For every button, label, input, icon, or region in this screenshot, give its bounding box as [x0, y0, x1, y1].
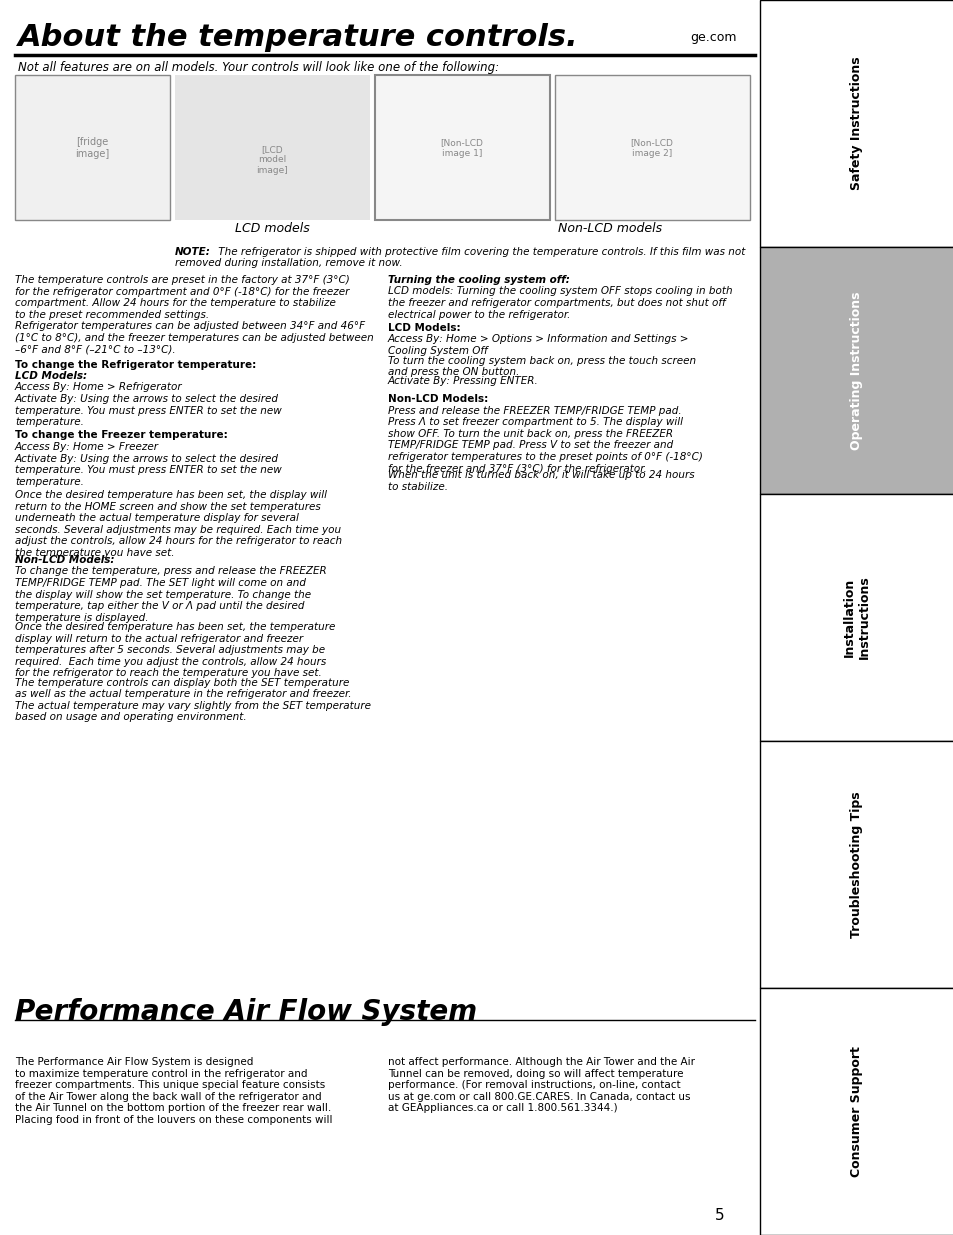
- Bar: [760, 741, 953, 988]
- Text: ge.com: ge.com: [689, 32, 736, 44]
- Text: The refrigerator is shipped with protective film covering the temperature contro: The refrigerator is shipped with protect…: [214, 247, 744, 257]
- Text: LCD Models:: LCD Models:: [388, 324, 460, 333]
- Text: LCD Models:: LCD Models:: [15, 370, 87, 382]
- Bar: [760, 247, 953, 494]
- Bar: [15, 75, 170, 220]
- Text: The temperature controls can display both the SET temperature
as well as the act: The temperature controls can display bot…: [15, 678, 371, 722]
- Text: Press and release the FREEZER TEMP/FRIDGE TEMP pad.
Press Λ to set freezer compa: Press and release the FREEZER TEMP/FRIDG…: [388, 405, 702, 473]
- Text: Activate By: Pressing ENTER.: Activate By: Pressing ENTER.: [388, 377, 538, 387]
- Text: Turning the cooling system off:: Turning the cooling system off:: [388, 275, 569, 285]
- Text: Activate By: Using the arrows to select the desired
temperature. You must press : Activate By: Using the arrows to select …: [15, 453, 281, 487]
- Text: To change the temperature, press and release the FREEZER
TEMP/FRIDGE TEMP pad. T: To change the temperature, press and rel…: [15, 567, 327, 622]
- Text: removed during installation, remove it now.: removed during installation, remove it n…: [174, 258, 402, 268]
- Bar: [174, 75, 370, 220]
- Text: When the unit is turned back on, it will take up to 24 hours
to stabilize.: When the unit is turned back on, it will…: [388, 471, 694, 492]
- Text: Once the desired temperature has been set, the temperature
display will return t: Once the desired temperature has been se…: [15, 622, 335, 678]
- Text: LCD models: Turning the cooling system OFF stops cooling in both
the freezer and: LCD models: Turning the cooling system O…: [388, 287, 732, 320]
- Text: Troubleshooting Tips: Troubleshooting Tips: [850, 792, 862, 937]
- Text: Non-LCD models: Non-LCD models: [558, 222, 661, 236]
- Text: Performance Air Flow System: Performance Air Flow System: [15, 998, 476, 1026]
- Bar: [375, 75, 550, 220]
- Text: To change the Freezer temperature:: To change the Freezer temperature:: [15, 431, 228, 441]
- Text: [Non-LCD
image 2]: [Non-LCD image 2]: [630, 138, 673, 158]
- Text: Non-LCD Models:: Non-LCD Models:: [15, 555, 114, 564]
- Text: Installation
Instructions: Installation Instructions: [842, 576, 870, 659]
- Text: Refrigerator temperatures can be adjusted between 34°F and 46°F
(1°C to 8°C), an: Refrigerator temperatures can be adjuste…: [15, 321, 374, 354]
- Text: The temperature controls are preset in the factory at 37°F (3°C)
for the refrige: The temperature controls are preset in t…: [15, 275, 350, 320]
- Bar: [760, 988, 953, 1235]
- Text: Operating Instructions: Operating Instructions: [850, 291, 862, 450]
- Bar: [555, 75, 749, 220]
- Text: [LCD
model
image]: [LCD model image]: [255, 144, 288, 175]
- Text: Access By: Home > Refrigerator: Access By: Home > Refrigerator: [15, 383, 182, 393]
- Text: Once the desired temperature has been set, the display will
return to the HOME s: Once the desired temperature has been se…: [15, 490, 342, 558]
- Text: About the temperature controls.: About the temperature controls.: [18, 23, 578, 53]
- Text: not affect performance. Although the Air Tower and the Air
Tunnel can be removed: not affect performance. Although the Air…: [388, 1057, 695, 1114]
- Text: Safety Instructions: Safety Instructions: [850, 57, 862, 190]
- Text: Not all features are on all models. Your controls will look like one of the foll: Not all features are on all models. Your…: [18, 62, 498, 74]
- Text: Consumer Support: Consumer Support: [850, 1046, 862, 1177]
- Text: LCD models: LCD models: [234, 222, 309, 236]
- Text: To change the Refrigerator temperature:: To change the Refrigerator temperature:: [15, 359, 256, 369]
- Text: The Performance Air Flow System is designed
to maximize temperature control in t: The Performance Air Flow System is desig…: [15, 1057, 333, 1125]
- Bar: [760, 0, 953, 247]
- Text: [Non-LCD
image 1]: [Non-LCD image 1]: [440, 138, 483, 158]
- Bar: [760, 494, 953, 741]
- Text: Access By: Home > Freezer: Access By: Home > Freezer: [15, 442, 159, 452]
- Text: NOTE:: NOTE:: [174, 247, 211, 257]
- Text: Non-LCD Models:: Non-LCD Models:: [388, 394, 488, 404]
- Text: 5: 5: [715, 1208, 724, 1223]
- Text: To turn the cooling system back on, press the touch screen
and press the ON butt: To turn the cooling system back on, pres…: [388, 356, 696, 377]
- Text: Activate By: Using the arrows to select the desired
temperature. You must press : Activate By: Using the arrows to select …: [15, 394, 281, 427]
- Text: [fridge
image]: [fridge image]: [74, 137, 109, 159]
- Text: Access By: Home > Options > Information and Settings >
Cooling System Off: Access By: Home > Options > Information …: [388, 335, 689, 356]
